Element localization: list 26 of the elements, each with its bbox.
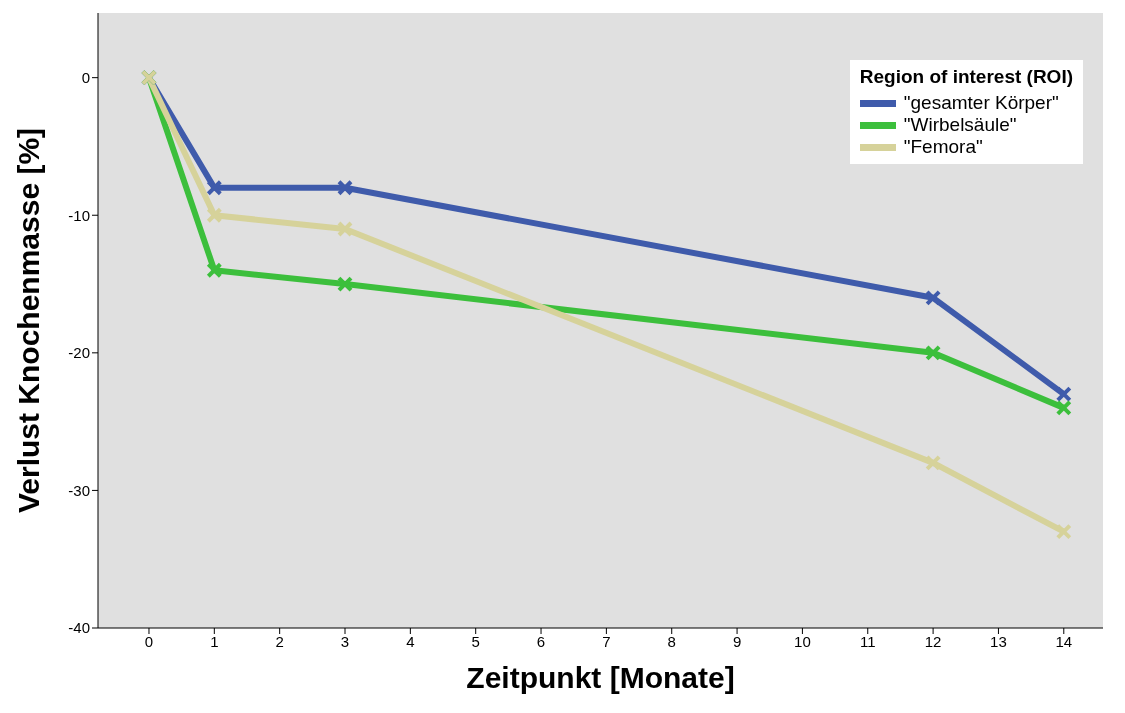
x-tick-label: 9	[732, 632, 742, 650]
y-tick-label: -10	[68, 206, 90, 224]
y-tick-label: -20	[68, 344, 90, 362]
y-tick-label: -30	[68, 481, 90, 499]
legend-title: Region of interest (ROI)	[859, 66, 1073, 88]
x-tick-label: 4	[406, 632, 415, 650]
x-tick-label: 10	[794, 632, 811, 650]
x-tick-label: 1	[210, 632, 219, 650]
x-tick-label: 13	[990, 632, 1007, 650]
x-tick-label: 6	[536, 632, 546, 650]
y-tick-label: -40	[68, 619, 90, 637]
y-axis-title: Verlust Knochenmasse [%]	[11, 127, 45, 514]
legend-label: "Wirbelsäule"	[903, 114, 1017, 136]
legend-label: "gesamter Körper"	[903, 92, 1059, 114]
x-tick-label: 7	[602, 632, 611, 650]
x-tick-label: 2	[275, 632, 284, 650]
x-tick-label: 8	[667, 632, 676, 650]
x-tick-label: 3	[340, 632, 350, 650]
legend-label: "Femora"	[903, 136, 983, 158]
y-tick-label: 0	[81, 68, 90, 86]
x-tick-label: 11	[859, 632, 876, 650]
x-tick-label: 12	[924, 632, 942, 650]
x-tick-label: 5	[471, 632, 480, 650]
x-tick-label: 0	[144, 632, 154, 650]
x-axis-title: Zeitpunkt [Monate]	[466, 661, 735, 694]
x-tick-label: 14	[1055, 632, 1073, 650]
